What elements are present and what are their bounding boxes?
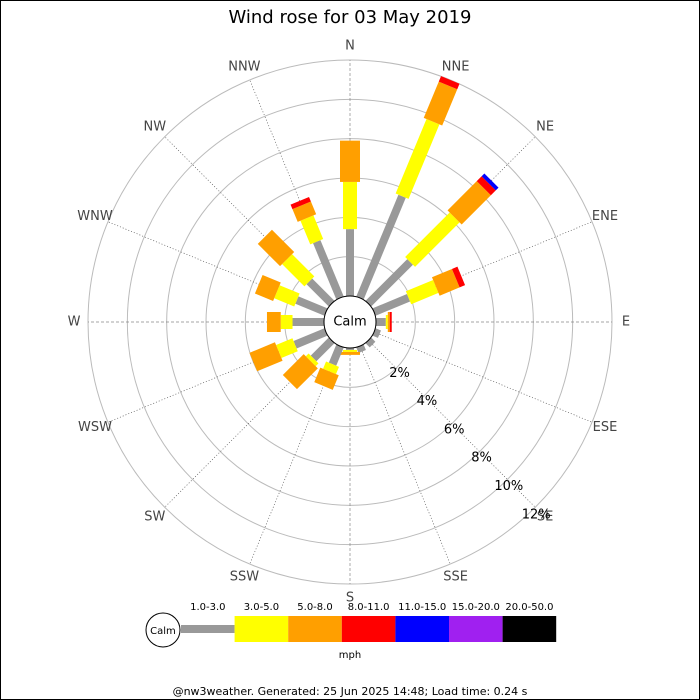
wind-segment [343, 181, 357, 230]
wind-segment [343, 349, 357, 352]
wind-segment [292, 201, 317, 222]
direction-label: W [68, 315, 81, 330]
direction-label: NNW [228, 60, 260, 75]
calm-circle [323, 295, 377, 349]
direction-label: SW [144, 510, 165, 525]
wind-segment [431, 268, 460, 296]
ring-label: 10% [494, 479, 523, 494]
direction-label: N [345, 39, 355, 54]
legend-swatch [502, 616, 557, 642]
legend-swatch [449, 616, 503, 642]
legend-label: 3.0-5.0 [244, 602, 279, 613]
legend-swatch [395, 616, 449, 642]
wind-segment [257, 229, 295, 267]
legend-label: 5.0-8.0 [297, 602, 332, 613]
legend-swatch [341, 616, 396, 642]
wind-segment [300, 215, 324, 245]
wind-segment [310, 337, 335, 362]
wind-segment [254, 274, 281, 301]
direction-label: ENE [592, 209, 618, 224]
wind-segment [346, 348, 354, 350]
legend-swatch [288, 616, 342, 642]
wind-segment [282, 254, 315, 287]
wind-segment [385, 315, 388, 329]
wind-segment [340, 140, 360, 182]
wind-segment [323, 361, 339, 375]
wind-segment [476, 176, 496, 196]
direction-label: NW [144, 119, 167, 134]
wind-segment [346, 229, 354, 296]
legend-label: 8.0-11.0 [348, 602, 390, 613]
wind-segment [313, 240, 344, 300]
wind-segment [276, 338, 298, 358]
direction-label: SSW [230, 569, 260, 584]
wind-segment [280, 315, 293, 329]
wind-segment [314, 367, 339, 390]
ring-label: 8% [471, 451, 492, 466]
direction-label: E [622, 315, 630, 330]
legend-calm [145, 612, 181, 648]
wind-segment [365, 337, 376, 348]
wind-segment [376, 318, 386, 326]
direction-label: SSE [443, 569, 468, 584]
wind-segment [451, 266, 466, 288]
wind-segment [372, 294, 411, 316]
footer: @nw3weather. Generated: 25 Jun 2025 14:4… [173, 685, 528, 698]
direction-label: WSW [78, 420, 112, 435]
wind-segment [481, 173, 499, 191]
wind-segment [328, 344, 344, 366]
direction-label: WNW [77, 209, 113, 224]
legend-calm-label: Calm [150, 626, 176, 637]
direction-label: NNE [442, 60, 470, 75]
wind-segment [395, 119, 440, 199]
spoke [368, 340, 536, 508]
wind-segment [290, 196, 311, 210]
wind-segment [438, 76, 460, 90]
wind-segment [274, 285, 300, 307]
ring-label: 2% [389, 366, 410, 381]
direction-label: S [346, 591, 354, 606]
ring-label: 12% [522, 507, 551, 522]
wind-segment [340, 351, 360, 355]
ring-label: 4% [417, 394, 438, 409]
wind-segment [423, 81, 458, 126]
wind-segment [389, 312, 392, 332]
wind-segment [292, 318, 324, 326]
legend-label: 11.0-15.0 [398, 602, 446, 613]
legend-label: 15.0-20.0 [452, 602, 500, 613]
wind-segment [305, 353, 319, 367]
legend-swatch [181, 625, 235, 633]
ring-label: 6% [444, 422, 465, 437]
wind-segment [447, 181, 491, 225]
calm-label: Calm [333, 315, 366, 330]
wind-segment [295, 296, 328, 316]
legend-label: 20.0-50.0 [505, 602, 553, 613]
wind-segment [365, 259, 413, 307]
wind-segment [266, 312, 281, 332]
legend-label: 1.0-3.0 [190, 602, 225, 613]
wind-segment [356, 194, 406, 300]
unit-label: mph [339, 650, 361, 661]
wind-segment [405, 279, 439, 305]
wind-segment [405, 212, 460, 267]
wind-segment [293, 328, 328, 349]
spoke [373, 331, 593, 423]
wind-segment [282, 354, 318, 390]
legend-swatch [234, 616, 289, 642]
spoke [359, 345, 451, 565]
chart-title: Wind rose for 03 May 2019 [229, 7, 472, 28]
wind-segment [249, 342, 283, 372]
wind-segment [387, 312, 390, 332]
wind-segment [306, 278, 335, 307]
direction-label: NE [536, 119, 554, 134]
direction-label: SE [537, 510, 553, 525]
direction-label: ESE [593, 420, 618, 435]
